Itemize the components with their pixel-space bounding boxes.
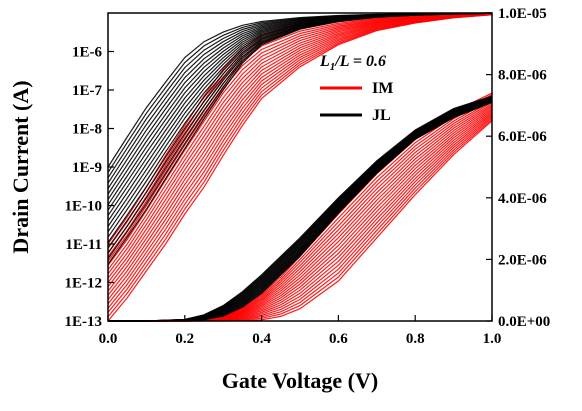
y-right-tick-label: 1.0E-05 (498, 6, 547, 22)
series-line (108, 100, 493, 322)
y-left-tick-label: 1E-7 (72, 83, 103, 99)
series-jl-left-log (107, 12, 493, 265)
y-left-tick-label: 1E-13 (65, 314, 103, 330)
y-left-tick-label: 1E-10 (65, 199, 103, 215)
y-right-tick-label: 4.0E-06 (498, 191, 547, 207)
x-axis-label: Gate Voltage (V) (222, 368, 378, 393)
legend-label-jl: JL (372, 107, 391, 124)
series-line (107, 12, 493, 254)
series-line (108, 95, 493, 322)
legend: L1/L = 0.6 IM JL (319, 53, 393, 124)
x-tick-label: 0.6 (329, 331, 348, 347)
y-right-tick-label: 0.0E+00 (498, 314, 550, 330)
series-line (108, 99, 493, 322)
y-right-tick-label: 8.0E-06 (498, 68, 547, 84)
x-tick-label: 1.0 (483, 331, 502, 347)
y-left-tick-label: 1E-12 (65, 276, 103, 292)
x-tick-label: 0.2 (175, 331, 194, 347)
y-left-tick-label: 1E-11 (65, 237, 102, 253)
legend-label-im: IM (372, 80, 393, 97)
series-line (108, 100, 493, 322)
ticks-layer: 0.0 0.2 0.4 0.6 0.8 1.0 1E-13 1E-12 1E-11 1E-10 1E… (65, 6, 551, 347)
y-axis-label: Drain Current (A) (8, 80, 33, 253)
y-right-tick-label: 6.0E-06 (498, 129, 547, 145)
legend-title: L1/L = 0.6 (319, 53, 386, 73)
series-line (107, 13, 493, 305)
y-right-tick-label: 2.0E-06 (498, 252, 547, 268)
series-line (108, 100, 493, 322)
x-tick-label: 0.8 (406, 331, 425, 347)
series-line (107, 13, 493, 266)
y-left-tick-label: 1E-8 (72, 122, 102, 138)
series-line (108, 100, 493, 322)
y-left-tick-label: 1E-9 (72, 160, 102, 176)
x-tick-label: 0.0 (99, 331, 118, 347)
y-left-tick-label: 1E-6 (72, 45, 103, 61)
series-layer (107, 12, 493, 322)
series-line (107, 12, 493, 168)
x-tick-label: 0.4 (252, 331, 271, 347)
